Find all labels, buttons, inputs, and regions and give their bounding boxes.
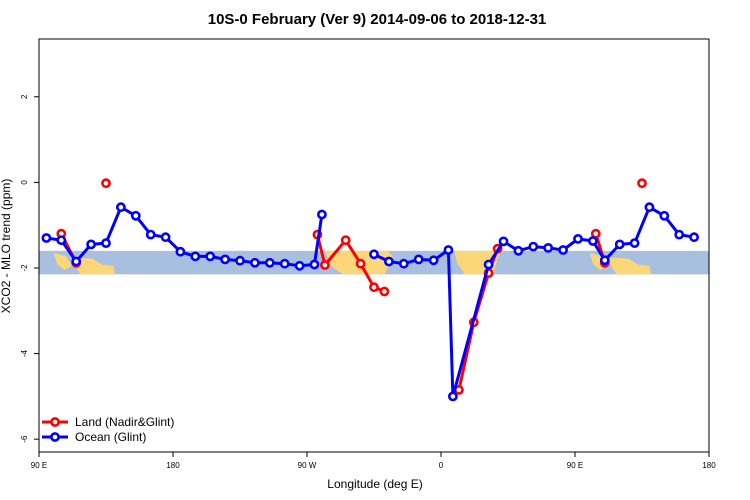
data-point [101,178,111,189]
data-point [340,235,351,246]
series-1 [41,202,699,402]
data-point [637,178,647,189]
data-point [249,257,260,268]
y-axis-label: XCO2 - MLO trend (ppm) [0,179,13,314]
x-tick-label: 90 W [298,461,317,470]
data-point [56,235,67,246]
data-point [190,251,201,262]
land-shape [607,257,651,275]
data-point [145,229,156,240]
legend-marker [50,417,60,427]
data-point [689,232,699,243]
legend-marker [50,432,60,442]
data-point [264,257,275,268]
data-point [588,236,598,246]
x-tick-label: 0 [439,461,444,470]
data-point [644,202,655,213]
series-line [373,205,695,398]
data-point [316,209,327,220]
series-line [457,248,500,391]
data-point [629,238,640,248]
data-point [443,245,454,255]
data-point [413,254,424,265]
data-point [483,259,494,270]
data-point [71,256,82,267]
y-tick-label: -4 [20,349,29,357]
data-point [659,210,670,221]
data-point [573,233,583,244]
data-point [355,258,366,269]
data-point [383,256,394,267]
y-tick-label: 0 [20,180,29,185]
data-point [309,259,320,270]
legend-label: Ocean (Glint) [75,430,146,444]
data-point [369,249,379,260]
data-point [175,246,186,257]
data-point [235,255,245,266]
axes: 90 E 180 90 W 0 90 E 180 2 0 -2 -4 -6 [20,94,716,470]
x-tick-label: 90 E [31,461,47,470]
data-point [101,238,111,248]
data-point [205,251,216,262]
chart-title: 10S-0 February (Ver 9) 2014-09-06 to 201… [208,11,547,28]
land-shape [71,257,115,275]
data-point [498,236,509,247]
data-point [116,202,126,213]
data-point [428,255,439,266]
y-tick-label: -2 [20,264,29,272]
data-point [319,260,330,270]
data-point [447,391,458,402]
series-0 [56,178,647,395]
data-point [379,286,390,297]
x-axis-label: Longitude (deg E) [327,477,422,491]
data-point [220,254,230,265]
data-point [369,282,379,293]
legend-label: Land (Nadir&Glint) [75,415,174,429]
data-point [398,258,409,269]
data-point [614,239,625,250]
data-point [86,239,96,250]
data-point [543,242,554,253]
series-layer [41,178,699,402]
data-point [41,233,52,243]
x-tick-label: 180 [166,461,180,470]
data-point [528,241,539,252]
land-shape [53,253,72,271]
y-tick-label: 2 [20,94,29,99]
x-tick-label: 180 [702,461,716,470]
plot-frame [38,38,710,453]
data-point [294,260,305,271]
data-point [279,258,290,269]
data-point [674,229,685,240]
data-point [558,245,568,255]
data-point [513,245,524,256]
legend: Land (Nadir&Glint)Ocean (Glint) [42,415,174,444]
y-tick-label: -6 [20,435,29,443]
x-tick-label: 90 E [567,461,583,470]
data-point [130,210,141,221]
data-point [160,232,171,243]
data-point [599,255,610,266]
